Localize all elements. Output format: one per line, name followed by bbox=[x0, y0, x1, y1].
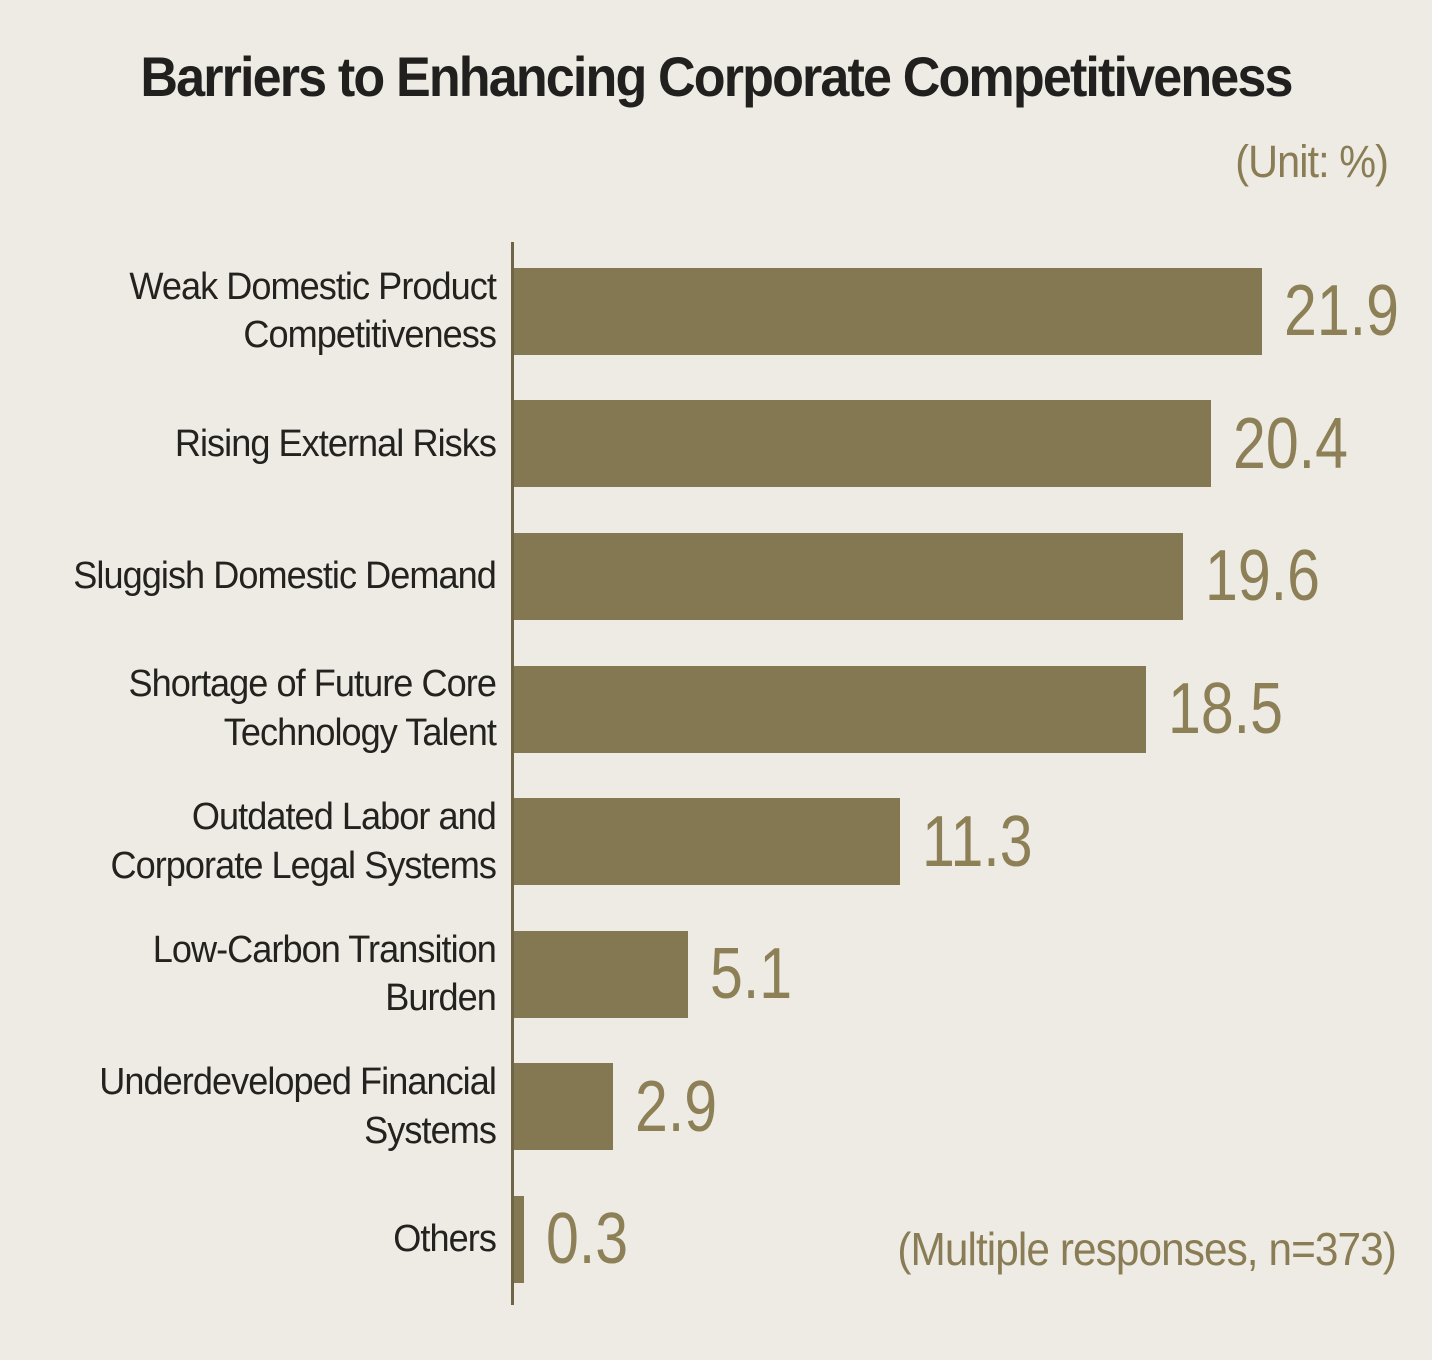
bar-value-label: 18.5 bbox=[1167, 669, 1283, 750]
bar-value-label: 11.3 bbox=[921, 801, 1033, 882]
unit-label: (Unit: %) bbox=[1235, 136, 1389, 187]
bar bbox=[514, 267, 1262, 355]
sample-size-note: (Multiple responses, n=373) bbox=[897, 1223, 1396, 1275]
category-label: Rising External Risks bbox=[174, 422, 497, 465]
category-label: Shortage of Future Core Technology Talent bbox=[128, 663, 497, 755]
bar-area: 0.3 bbox=[514, 1173, 1432, 1306]
bar-row: Outdated Labor and Corporate Legal System… bbox=[0, 775, 1432, 908]
bar-row: Rising External Risks 20.4 bbox=[0, 378, 1432, 511]
chart-title: Barriers to Enhancing Corporate Competit… bbox=[140, 45, 1293, 108]
bar-area: 18.5 bbox=[514, 643, 1432, 776]
bar bbox=[514, 930, 689, 1018]
bar bbox=[514, 1195, 525, 1283]
bar-row: Weak Domestic Product Competitiveness 21.… bbox=[0, 245, 1432, 378]
bar-area: 2.9 bbox=[514, 1041, 1432, 1174]
bar-row: Sluggish Domestic Demand 19.6 bbox=[0, 510, 1432, 643]
bar-value-label: 20.4 bbox=[1232, 403, 1348, 484]
bar-rows-container: Weak Domestic Product Competitiveness 21.… bbox=[0, 245, 1432, 1306]
category-label: Outdated Labor and Corporate Legal System… bbox=[110, 796, 496, 887]
bar-area: 20.4 bbox=[514, 378, 1432, 511]
bar-value-label: 5.1 bbox=[710, 934, 793, 1015]
bar bbox=[514, 400, 1211, 488]
category-label: Low-Carbon Transition Burden bbox=[152, 928, 497, 1020]
bar-row: Others 0.3 bbox=[0, 1173, 1432, 1306]
category-label: Underdeveloped Financial Systems bbox=[99, 1061, 497, 1152]
bar-value-label: 0.3 bbox=[546, 1199, 629, 1280]
bar-chart: Weak Domestic Product Competitiveness 21.… bbox=[0, 242, 1432, 1306]
bar-area: 19.6 bbox=[514, 510, 1432, 643]
bar-value-label: 21.9 bbox=[1284, 271, 1399, 352]
category-label: Weak Domestic Product Competitiveness bbox=[129, 265, 497, 357]
bar-row: Low-Carbon Transition Burden 5.1 bbox=[0, 908, 1432, 1041]
bar-area: 21.9 bbox=[514, 245, 1432, 378]
bar bbox=[514, 532, 1184, 620]
bar-area: 11.3 bbox=[514, 775, 1432, 908]
bar-value-label: 19.6 bbox=[1205, 536, 1321, 617]
category-label: Others bbox=[393, 1218, 497, 1261]
bar-value-label: 2.9 bbox=[635, 1066, 718, 1147]
bar-row: Shortage of Future Core Technology Talent… bbox=[0, 643, 1432, 776]
bar-row: Underdeveloped Financial Systems 2.9 bbox=[0, 1041, 1432, 1174]
category-label: Sluggish Domestic Demand bbox=[73, 555, 497, 598]
y-axis-line bbox=[511, 242, 514, 1305]
bar bbox=[514, 1063, 614, 1151]
bar-area: 5.1 bbox=[514, 908, 1432, 1041]
bar bbox=[514, 798, 900, 886]
bar bbox=[514, 665, 1146, 753]
